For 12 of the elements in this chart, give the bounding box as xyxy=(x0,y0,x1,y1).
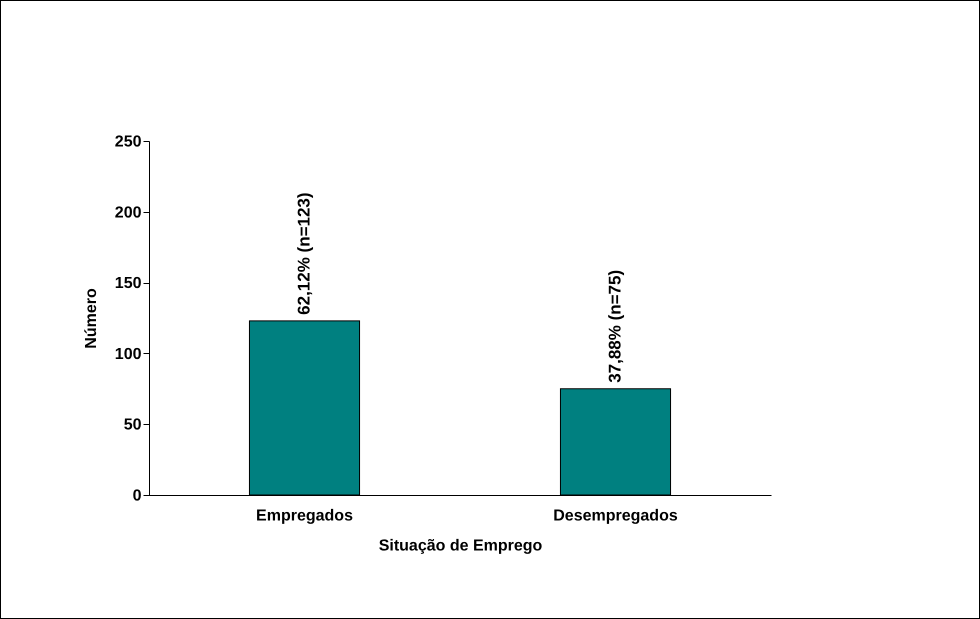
y-tick-label: 150 xyxy=(114,275,142,292)
y-tick-label: 0 xyxy=(132,488,142,504)
data-label: 37,88% (n=75) xyxy=(606,270,624,383)
x-axis-title: Situação de Emprego xyxy=(378,538,543,554)
data-label: 62,12% (n=123) xyxy=(294,192,314,315)
y-tick-label: 200 xyxy=(114,204,142,222)
y-tick-label: 100 xyxy=(114,346,142,363)
x-tick-label: Desempregados xyxy=(553,508,678,524)
y-tick-label: 250 xyxy=(114,134,142,150)
y-tick-label: 50 xyxy=(124,416,142,434)
x-tick-label: Empregados xyxy=(256,508,354,524)
y-axis-title: Número xyxy=(82,288,100,349)
